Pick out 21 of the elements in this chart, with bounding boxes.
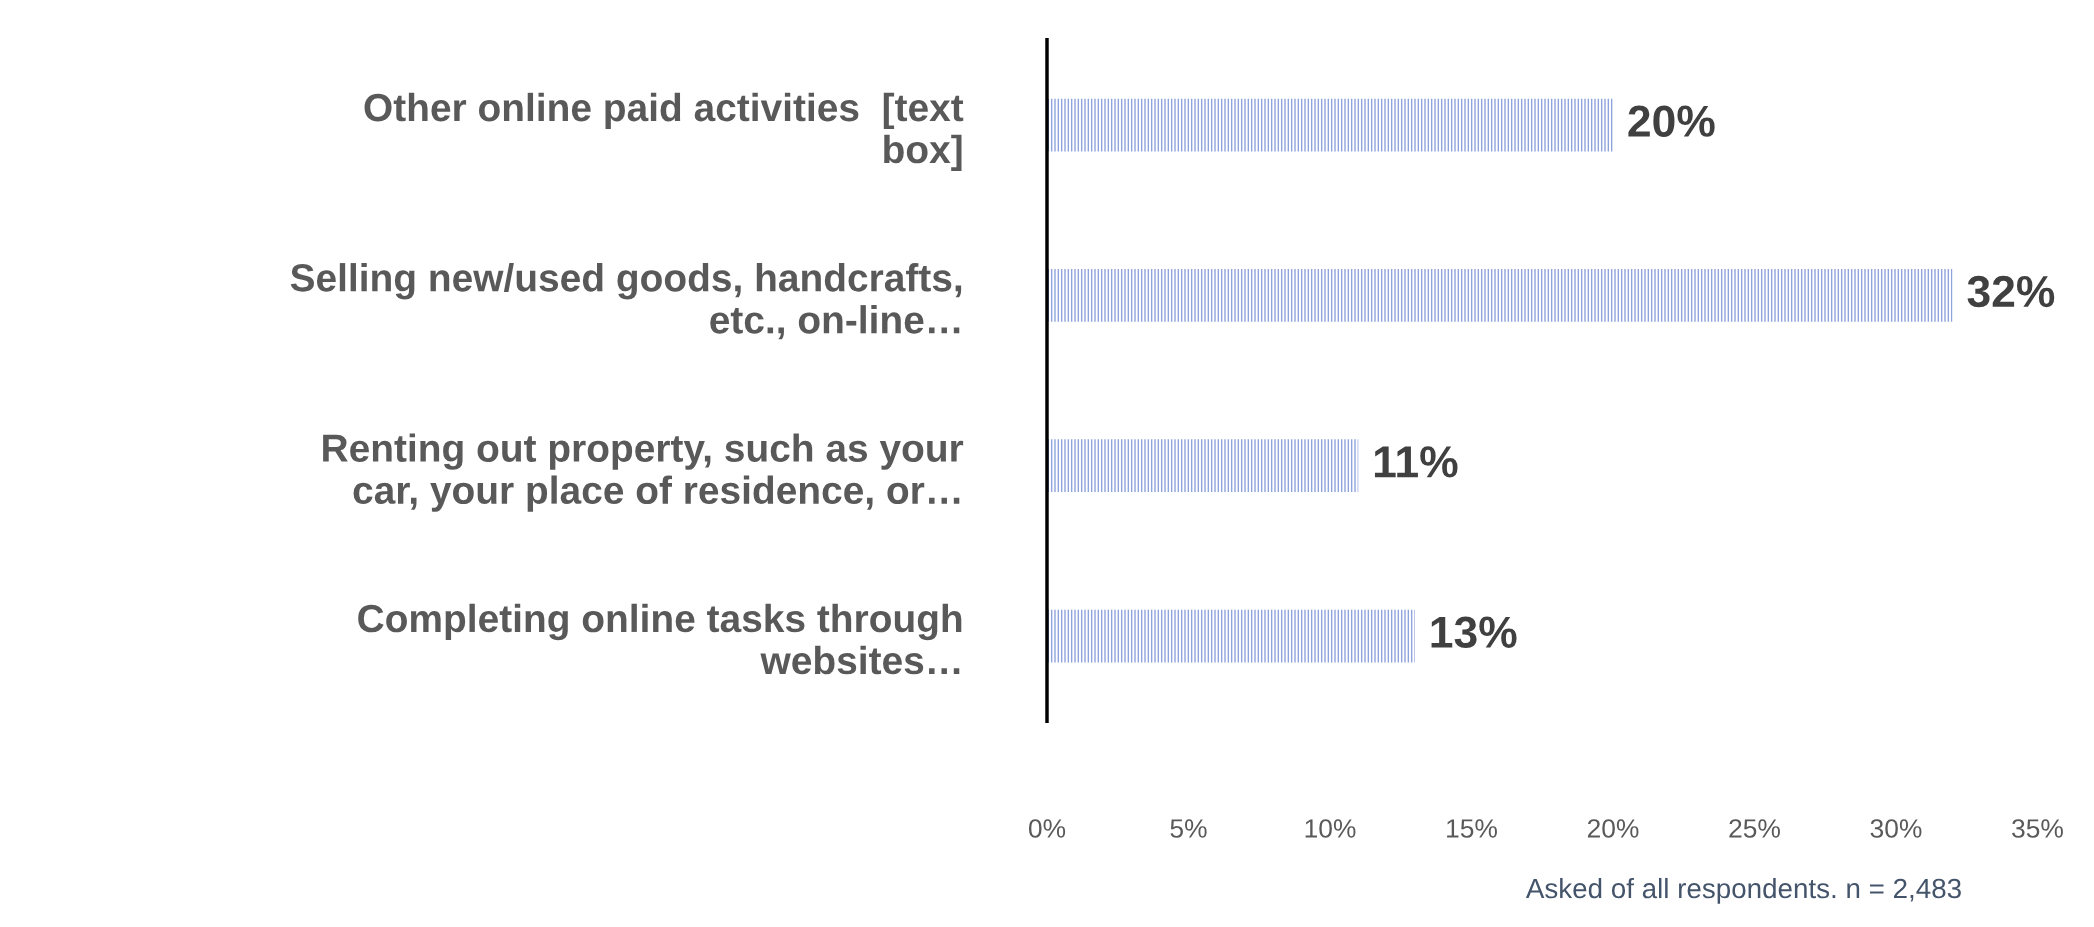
data-label: 20% [1628, 105, 1715, 137]
x-tick-label: 30% [1870, 819, 1922, 838]
bar [1047, 268, 1953, 322]
x-tick-label: 15% [1447, 819, 1497, 838]
x-tick-label: 10% [1305, 819, 1356, 838]
x-tick-label: 5% [1170, 819, 1207, 838]
x-tick-label: 25% [1729, 819, 1780, 838]
bar [1047, 439, 1359, 493]
data-label: 32% [1967, 275, 2055, 308]
text: Asked of all respondents. n = 2,483 [1525, 877, 1961, 904]
data-label: 11% [1374, 446, 1458, 478]
y-tick-label: Completing online tasks through websites… [358, 603, 962, 675]
data-label: 13% [1431, 616, 1517, 649]
y-tick-label: Other online paid activities [text box] [364, 92, 964, 171]
bar [1047, 609, 1415, 663]
y-tick-label: Selling new/used goods, handcrafts, etc., on-line… [290, 263, 962, 340]
bar [1047, 98, 1613, 152]
x-tick-label: 0% [1028, 819, 1066, 838]
y-tick-label: Renting out property, such as your car, your place of residence, or… [323, 433, 964, 512]
x-tick-label: 20% [1587, 819, 1639, 838]
x-tick-label: 35% [2012, 819, 2063, 838]
